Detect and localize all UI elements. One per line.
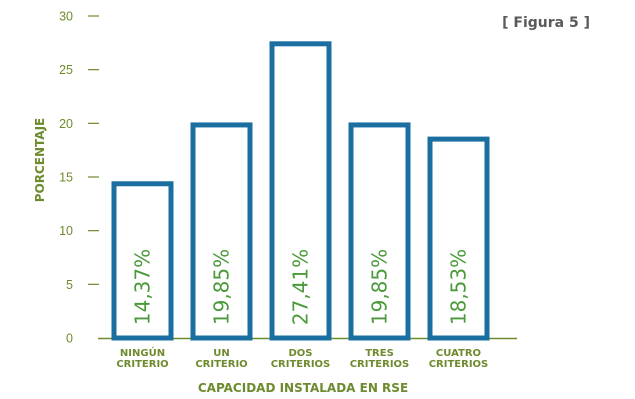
y-tick-label: 25	[59, 63, 73, 77]
bar-value-label: 19,85%	[368, 249, 392, 325]
y-tick-label: 0	[66, 332, 73, 346]
x-category-label: CUATRO	[436, 348, 481, 359]
bar	[111, 181, 174, 341]
bar-value-label: 19,85%	[210, 249, 234, 325]
y-tick-label: 5	[66, 278, 73, 292]
x-category-label: NINGÚN	[120, 346, 165, 359]
x-axis-title: CAPACIDAD INSTALADA EN RSE	[198, 381, 408, 395]
x-axis-categories: NINGÚNCRITERIOUNCRITERIODOSCRITERIOSTRES…	[116, 346, 488, 370]
x-category-label: DOS	[288, 348, 312, 359]
bar-value-label: 18,53%	[447, 249, 471, 325]
x-category-label: CRITERIOS	[429, 359, 489, 370]
x-category-label: TRES	[365, 348, 394, 359]
y-axis: 0 5 10 15 20 25 30	[59, 10, 99, 346]
x-category-label: UN	[213, 348, 230, 359]
y-tick-label: 20	[59, 117, 73, 131]
x-category-label: CRITERIOS	[271, 359, 331, 370]
x-category-label: CRITERIO	[116, 359, 168, 370]
figure-label: [ Figura 5 ]	[502, 15, 590, 31]
x-category-label: CRITERIO	[195, 359, 247, 370]
bar	[269, 41, 332, 341]
bar	[348, 122, 411, 341]
y-tick-label: 10	[59, 224, 73, 238]
x-category-label: CRITERIOS	[350, 359, 410, 370]
bar	[190, 122, 253, 341]
bar-value-label: 14,37%	[131, 249, 155, 325]
y-tick-label: 15	[59, 171, 73, 185]
bars-group: 14,37% 19,85% 27,41% 19,85% 18,53%	[111, 41, 490, 341]
y-axis-title: PORCENTAJE	[33, 118, 47, 203]
bar	[427, 136, 490, 341]
bar-value-label: 27,41%	[289, 249, 313, 325]
y-tick-label: 30	[59, 10, 73, 24]
